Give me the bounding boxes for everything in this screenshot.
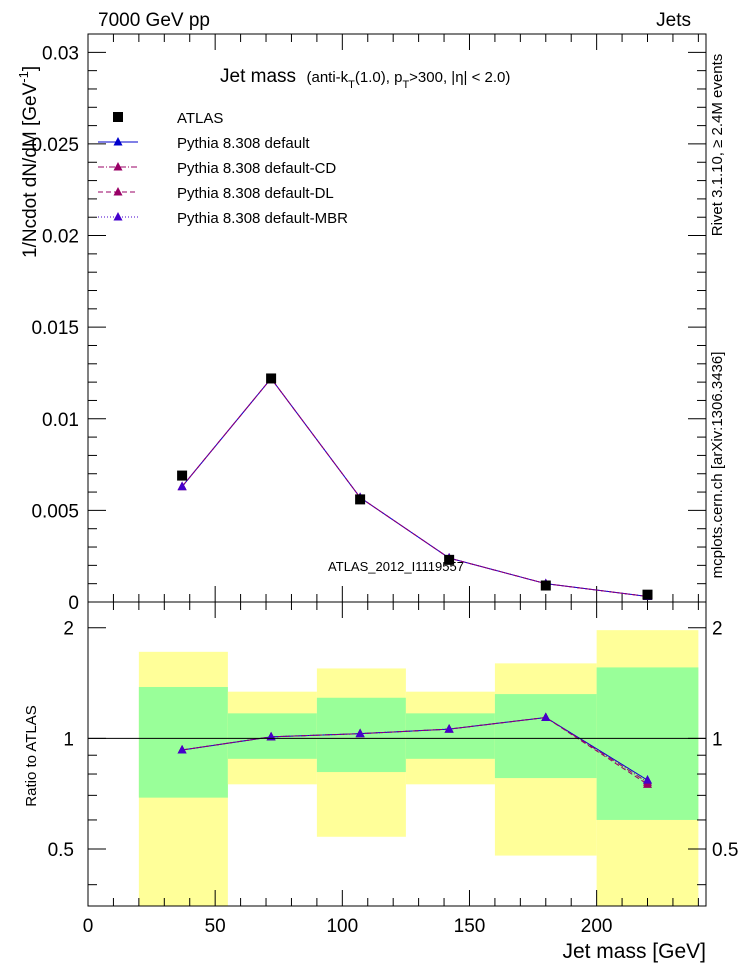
watermark: ATLAS_2012_I1119557 [328, 559, 464, 574]
main-ytick-label: 0.005 [31, 501, 79, 522]
legend-label: Pythia 8.308 default-MBR [177, 210, 348, 227]
atlas-point [355, 494, 366, 505]
ratio-series [177, 712, 653, 788]
legend-atlas-marker [113, 112, 123, 122]
main-ytick-label: 0 [68, 593, 79, 614]
ratio-point [541, 712, 551, 721]
ratio-axes: 0 50 100 150 200 0.5 0.5 1 1 2 2 [48, 601, 738, 937]
ratio-point [444, 724, 454, 733]
x-tick-label: 150 [454, 916, 486, 937]
ratio-ylabel: Ratio to ATLAS [23, 705, 40, 806]
legend-label: Pythia 8.308 default [177, 135, 310, 152]
ratio-ytick-label-right: 1 [712, 729, 723, 750]
x-tick-label: 200 [581, 916, 613, 937]
ratio-point [177, 744, 187, 754]
ratio-point [355, 728, 365, 738]
ratio-band-green [494, 694, 597, 779]
ratio-band-green [596, 667, 699, 820]
mcplots-label: mcplots.cern.ch [arXiv:1306.3436] [709, 352, 726, 579]
legend-marker [113, 212, 123, 221]
legend: ATLAS Pythia 8.308 default Pythia 8.308 de… [98, 110, 348, 227]
legend-marker [113, 162, 123, 171]
ratio-band-green [138, 686, 228, 798]
main-ylabel: 1/Ncdot dN/dM [GeV-1] [16, 66, 41, 258]
ratio-frame [87, 601, 707, 907]
header-right: Jets [656, 10, 691, 31]
ratio-bands [138, 630, 699, 906]
main-ytick-label: 0.02 [42, 227, 79, 248]
plot-title-sub: (anti-k [306, 69, 348, 86]
mc-point [177, 481, 187, 491]
mc-line [181, 377, 648, 597]
atlas-point [444, 554, 455, 565]
header-left: 7000 GeV pp [98, 10, 210, 31]
ratio-ytick-label: 2 [63, 619, 74, 640]
x-axis-label: Jet mass [GeV] [562, 940, 706, 963]
x-tick-label: 100 [326, 916, 358, 937]
plot-title-sub-2: (1.0), p [355, 69, 403, 86]
main-ytick-label: 0.015 [31, 318, 79, 339]
legend-marker [113, 187, 123, 196]
ratio-ytick-label-right: 0.5 [712, 840, 738, 861]
main-axes: 0 0.005 0.01 0.015 0.02 0.025 0.03 [31, 33, 707, 614]
ratio-ytick-label: 1 [63, 729, 74, 750]
plot-title-sub-T2: T [402, 79, 409, 91]
ratio-ytick-label-right: 2 [712, 619, 723, 640]
ratio-line [182, 716, 648, 785]
plot-title: Jet mass (anti-kT(1.0), pT>300, |η| < 2.… [220, 66, 510, 91]
main-ylabel-exp: -1 [16, 71, 31, 83]
ratio-band-green [405, 713, 495, 759]
legend-label: Pythia 8.308 default-CD [177, 160, 336, 177]
plot-title-main: Jet mass [220, 66, 296, 87]
x-tick-label: 0 [83, 916, 94, 937]
plot-title-sub-3: >300, |η| < 2.0) [409, 69, 510, 86]
legend-label: Pythia 8.308 default-DL [177, 185, 334, 202]
atlas-point [177, 470, 188, 481]
legend-label: ATLAS [177, 110, 223, 127]
main-ylabel-text: 1/Ncdot dN/dM [GeV [20, 82, 41, 258]
ratio-ytick-label: 0.5 [48, 840, 74, 861]
main-ylabel-close: ] [20, 66, 41, 71]
atlas-point [540, 580, 551, 591]
legend-marker [113, 137, 123, 146]
plot-title-sub-T: T [348, 79, 355, 91]
atlas-point [266, 373, 277, 384]
x-tick-label: 50 [205, 916, 226, 937]
main-series [177, 373, 653, 601]
main-ytick-label: 0.01 [42, 410, 79, 431]
atlas-point [642, 589, 653, 600]
main-ytick-label: 0.03 [42, 43, 79, 64]
ratio-point [643, 775, 653, 784]
main-ytick-label: 0.025 [31, 135, 79, 156]
rivet-label: Rivet 3.1.10, ≥ 2.4M events [709, 54, 726, 237]
